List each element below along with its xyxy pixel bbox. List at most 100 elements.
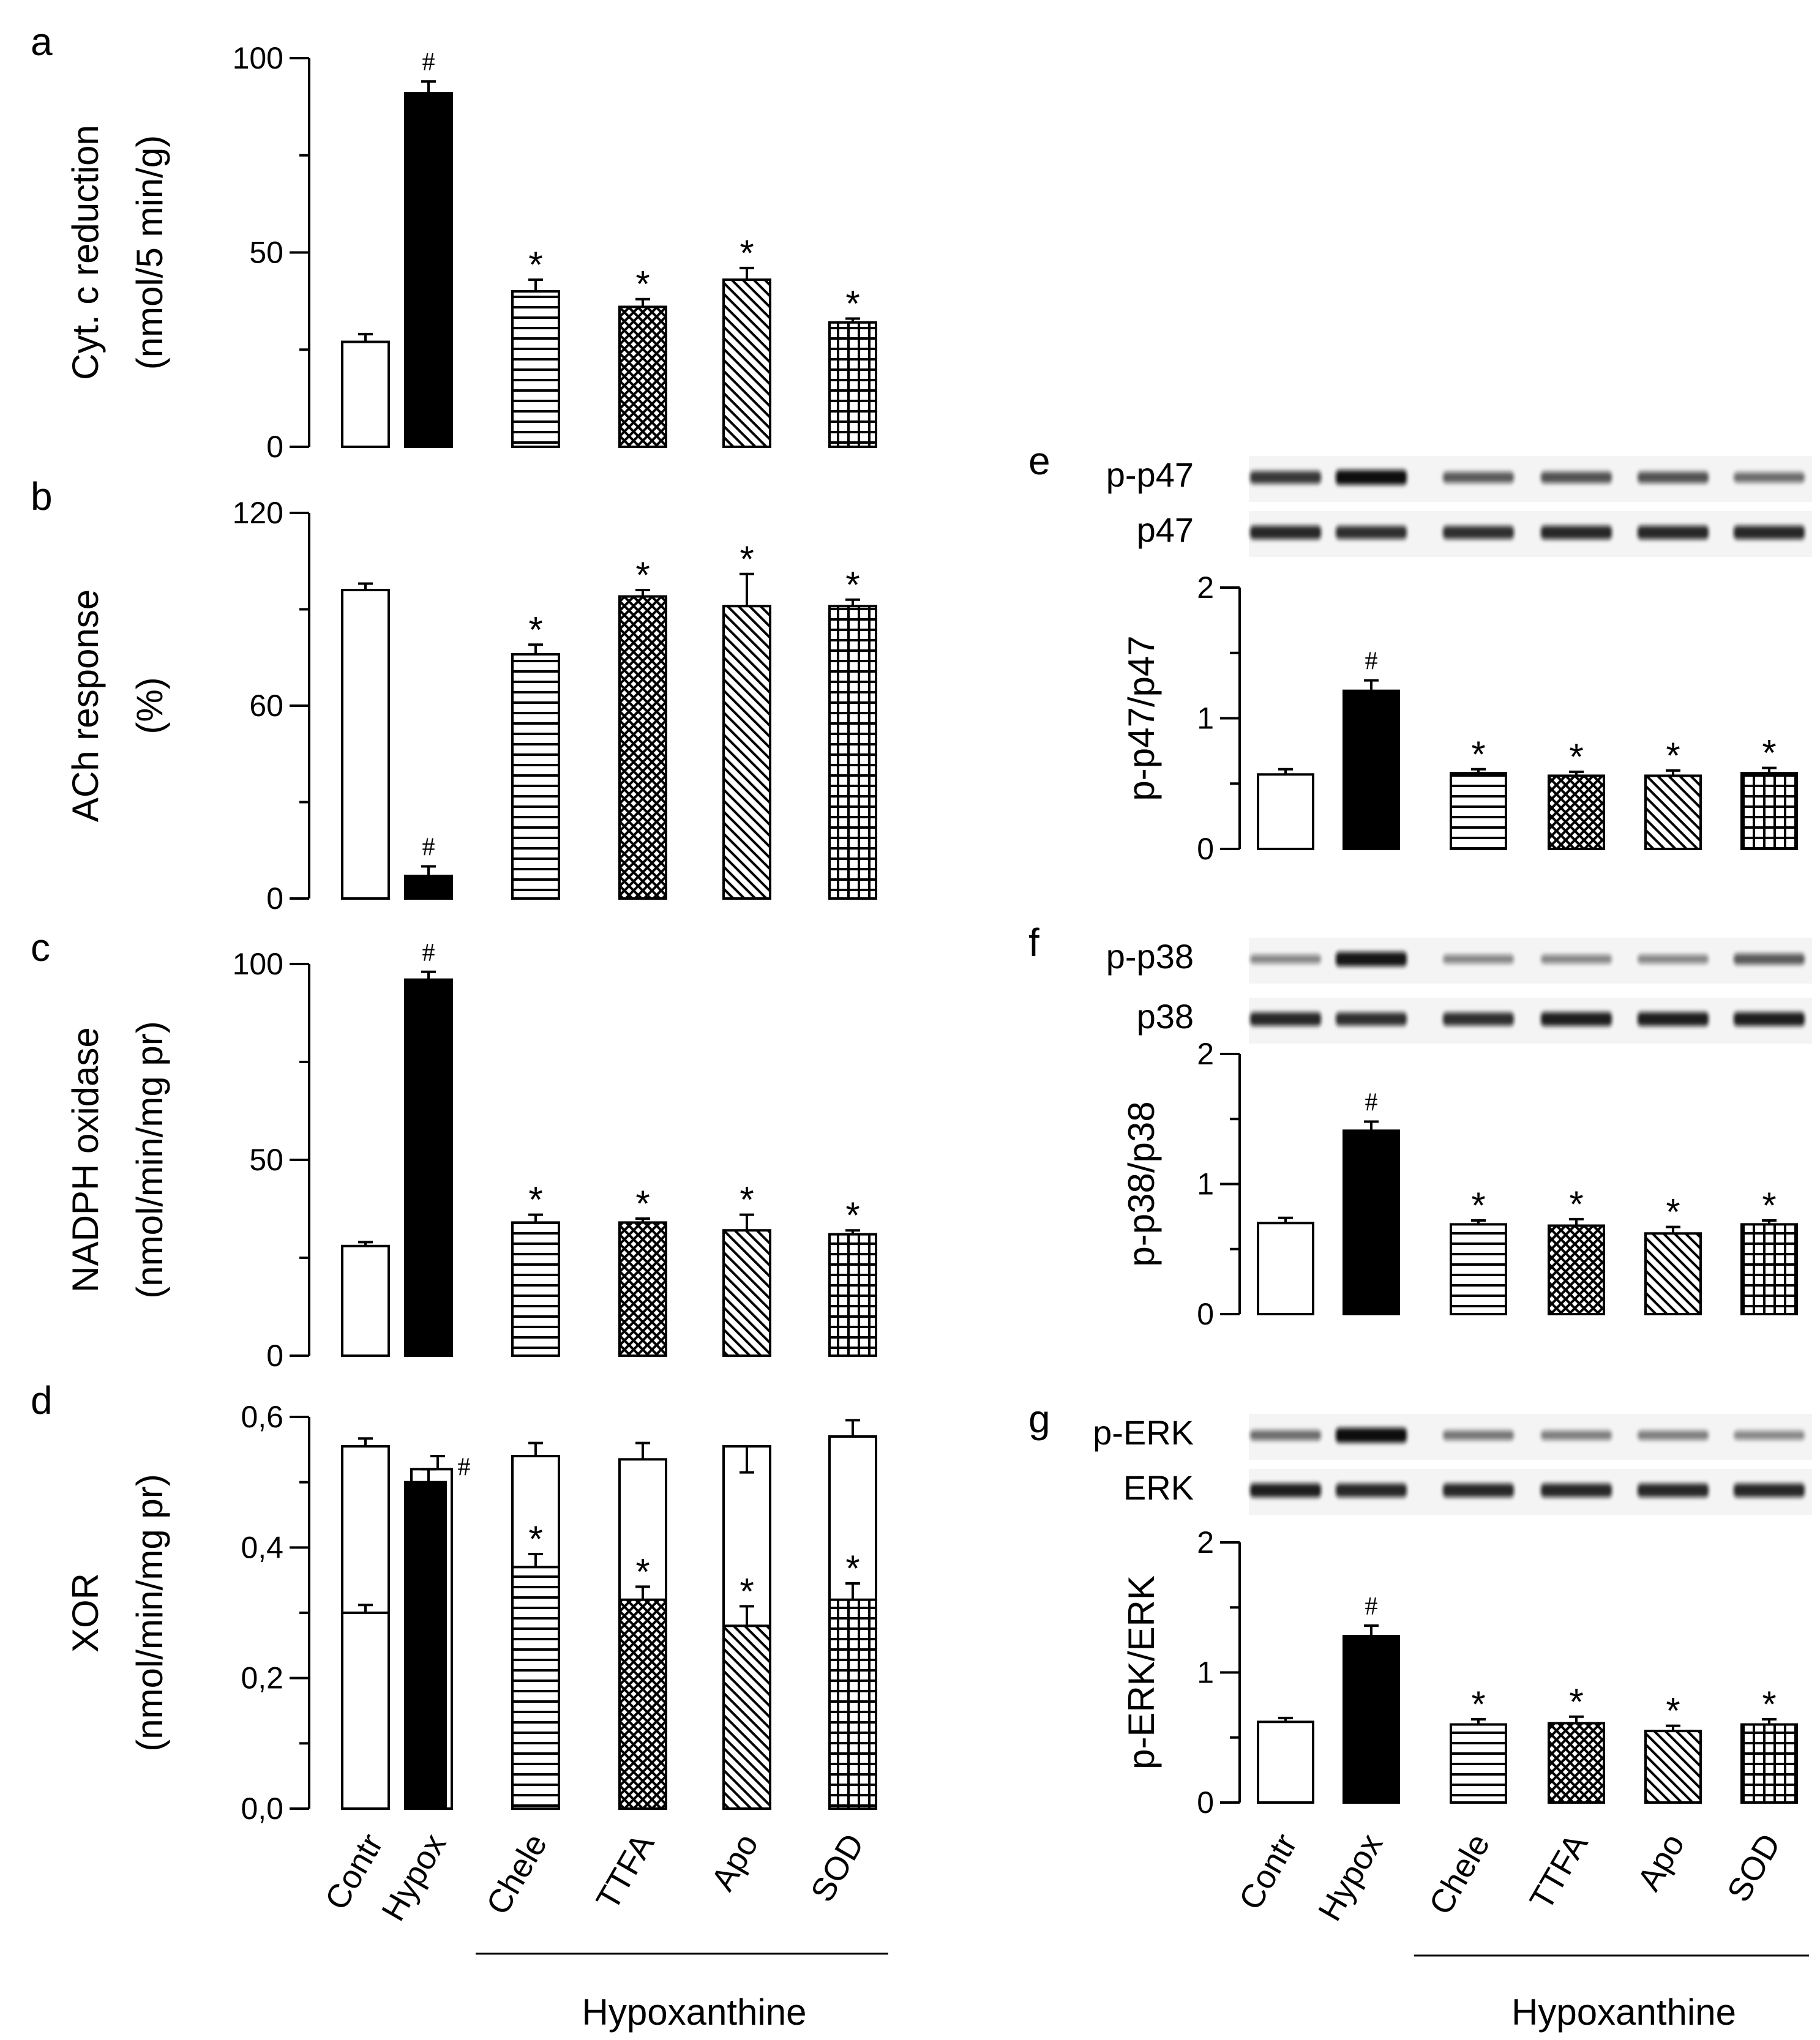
bar-sod	[828, 321, 877, 448]
bar-contr	[1257, 773, 1314, 851]
bar-apo	[1644, 1232, 1702, 1315]
significance-star: *	[1762, 733, 1776, 774]
blot-band	[1336, 952, 1407, 966]
significance-hash: #	[422, 834, 435, 862]
panel-label: f	[1028, 921, 1039, 965]
significance-star: *	[528, 244, 542, 285]
bar-sod	[828, 605, 877, 900]
x-category-label: SOD	[804, 1828, 871, 1908]
blot-background	[1249, 511, 1812, 557]
blot-band	[1541, 954, 1612, 964]
y-tick-label: 1	[1197, 701, 1214, 736]
blot-band	[1638, 954, 1709, 964]
bar-oxidase-activity	[511, 1566, 560, 1810]
significance-star: *	[635, 555, 650, 596]
panel-a: a 0 50 100 Cyt. c reduction (nmol/5 min/g) # * *…	[31, 20, 877, 464]
panel-d: d 0,0 0,2 0,4 0,6 XOR (nmol/min/mg pr) # * * * *	[31, 1378, 877, 1826]
blot-label: ERK	[1123, 1468, 1194, 1507]
significance-star: *	[740, 539, 754, 580]
blot-band	[1541, 526, 1612, 539]
significance-star: *	[1666, 1691, 1680, 1732]
bar-apo	[722, 605, 771, 900]
blot-band	[1734, 1430, 1805, 1440]
y-tick-label: 50	[249, 236, 283, 270]
significance-star: *	[1569, 736, 1583, 777]
group-label: Hypoxanthine	[1511, 1992, 1736, 2033]
blot-band	[1443, 1484, 1514, 1497]
blot-band	[1443, 1012, 1514, 1026]
y-tick-label: 50	[249, 1143, 283, 1177]
panel-c: c 0 50 100 NADPH oxidase (nmol/min/mg pr) # * * *…	[31, 925, 877, 1373]
significance-star: *	[635, 264, 650, 305]
significance-star: *	[740, 1179, 754, 1220]
significance-star: *	[845, 283, 859, 324]
blot-band	[1250, 954, 1321, 964]
significance-star: *	[845, 1548, 859, 1589]
y-tick-label: 2	[1197, 1037, 1214, 1071]
bar-hypox	[404, 92, 453, 448]
blot-band	[1336, 526, 1407, 539]
bar-sod	[1740, 1723, 1798, 1804]
bar-chele	[511, 1221, 560, 1358]
bar-ttfa	[618, 595, 667, 900]
bar-ttfa	[1548, 1722, 1605, 1804]
blot-band	[1443, 954, 1514, 964]
significance-star: *	[528, 1519, 542, 1560]
significance-star: *	[1762, 1185, 1776, 1226]
bar-oxidase-activity	[618, 1598, 667, 1810]
blot-background	[1249, 1414, 1812, 1460]
bar-chele	[511, 290, 560, 448]
blot-label: p47	[1137, 510, 1194, 549]
blot-label: p-p47	[1106, 455, 1194, 494]
blot-band	[1443, 1430, 1514, 1440]
y-tick-label: 1	[1197, 1167, 1214, 1201]
y-axis-label: p-ERK/ERK	[1121, 1575, 1162, 1769]
y-tick-label: 0	[1197, 1297, 1214, 1331]
significance-star: *	[1471, 734, 1485, 775]
blot-band	[1734, 1012, 1805, 1026]
blot-band	[1734, 954, 1805, 965]
blot-band	[1734, 1484, 1805, 1497]
significance-hash: #	[1365, 1593, 1378, 1621]
significance-star: *	[528, 609, 542, 650]
bar-hypox	[1343, 689, 1400, 851]
y-tick-label: 60	[249, 689, 283, 723]
blot-band	[1336, 1428, 1407, 1443]
panel-f: f 0 1 2 p-p38/p38 # * * * * p-p38 p38	[1028, 921, 1812, 1331]
x-category-label: Hypox	[375, 1828, 453, 1927]
y-tick-label: 0	[266, 1339, 283, 1373]
y-axis-label: (nmol/min/mg pr)	[129, 1021, 170, 1298]
blot-background	[1249, 1469, 1812, 1515]
blot-band	[1541, 1012, 1612, 1026]
y-tick-label: 0,4	[241, 1530, 283, 1564]
blot-band	[1541, 1430, 1612, 1440]
y-tick-label: 0,0	[241, 1792, 283, 1826]
significance-star: *	[635, 1183, 650, 1224]
blot-band	[1638, 1484, 1709, 1497]
y-tick-label: 100	[233, 947, 283, 981]
bar-apo	[722, 1229, 771, 1357]
bar-oxidase-activity	[722, 1624, 771, 1810]
panel-label: a	[31, 20, 53, 64]
significance-star: *	[635, 1551, 650, 1592]
blot-label: p-p38	[1106, 937, 1194, 976]
bar-contr	[341, 1244, 390, 1358]
y-axis-label: (%)	[129, 677, 170, 734]
y-tick-label: 0	[266, 881, 283, 916]
blot-label: p-ERK	[1093, 1413, 1194, 1452]
significance-hash: #	[422, 48, 435, 77]
bar-ttfa	[1548, 1224, 1605, 1315]
bar-apo	[1644, 1730, 1702, 1804]
blot-band	[1250, 1430, 1321, 1441]
significance-star: *	[1666, 735, 1680, 776]
bar-chele	[511, 653, 560, 900]
bar-ttfa	[618, 305, 667, 448]
blot-band	[1638, 1012, 1709, 1026]
x-category-label: TTFA	[1522, 1828, 1595, 1916]
bar-hypox	[404, 875, 453, 900]
x-category-label: Apo	[1630, 1828, 1691, 1897]
y-tick-label: 120	[233, 496, 283, 530]
y-tick-label: 0,2	[241, 1661, 283, 1695]
x-category-label: TTFA	[589, 1828, 661, 1916]
significance-star: *	[1762, 1684, 1776, 1725]
